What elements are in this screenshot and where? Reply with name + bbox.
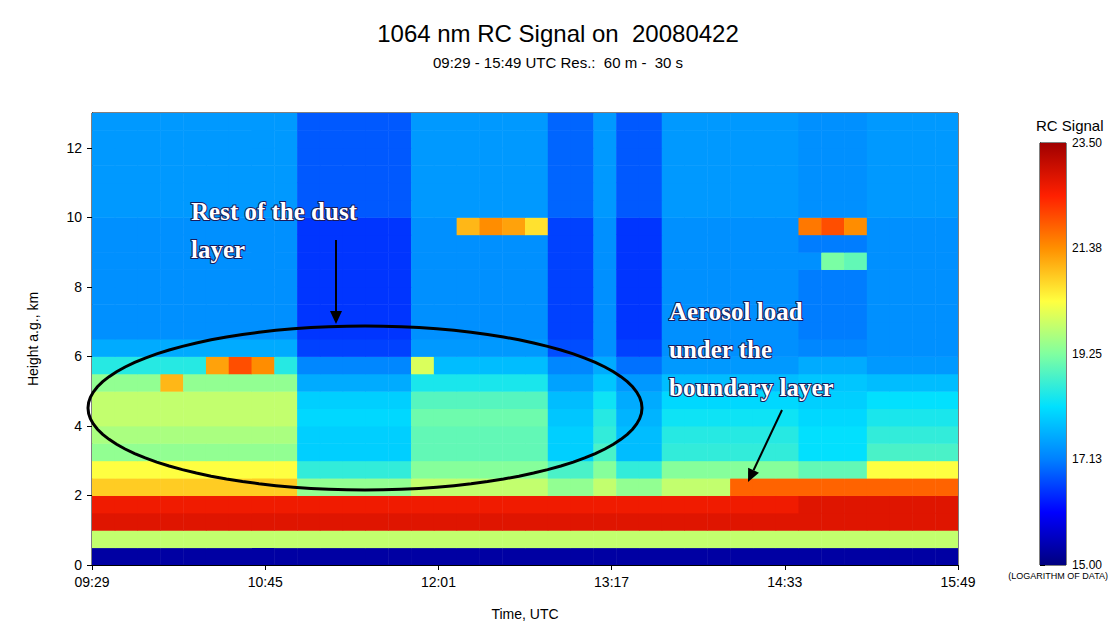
svg-text:12: 12 (66, 140, 82, 156)
svg-text:10:45: 10:45 (248, 574, 283, 590)
svg-text:15:49: 15:49 (940, 574, 975, 590)
svg-text:6: 6 (74, 348, 82, 364)
svg-text:23.50: 23.50 (1072, 136, 1102, 150)
svg-text:17.13: 17.13 (1072, 452, 1102, 466)
svg-text:12:01: 12:01 (421, 574, 456, 590)
svg-text:10: 10 (66, 209, 82, 225)
svg-text:14:33: 14:33 (767, 574, 802, 590)
svg-text:RC Signal: RC Signal (1036, 117, 1104, 134)
svg-text:Time, UTC: Time, UTC (491, 606, 558, 622)
svg-text:09:29: 09:29 (74, 574, 109, 590)
svg-text:Aerosol load: Aerosol load (669, 298, 803, 325)
svg-text:21.38: 21.38 (1072, 241, 1102, 255)
svg-text:Rest of the dust: Rest of the dust (191, 198, 358, 225)
svg-text:4: 4 (74, 418, 82, 434)
svg-text:0: 0 (74, 557, 82, 573)
svg-text:19.25: 19.25 (1072, 347, 1102, 361)
svg-text:boundary layer: boundary layer (669, 374, 834, 401)
svg-text:2: 2 (74, 487, 82, 503)
svg-text:layer: layer (191, 236, 245, 263)
svg-text:15.00: 15.00 (1072, 558, 1102, 572)
svg-text:under the: under the (669, 336, 772, 363)
svg-text:13:17: 13:17 (594, 574, 629, 590)
svg-text:Height a.g., km: Height a.g., km (25, 292, 41, 386)
svg-text:1064 nm RC Signal on 20080422: 1064 nm RC Signal on 20080422 (377, 20, 739, 47)
svg-text:09:29 - 15:49 UTC Res.: 60 m: 09:29 - 15:49 UTC Res.: 60 m - 30 s (433, 54, 683, 71)
svg-text:8: 8 (74, 279, 82, 295)
svg-text:(LOGARITHM OF DATA): (LOGARITHM OF DATA) (1008, 571, 1108, 581)
